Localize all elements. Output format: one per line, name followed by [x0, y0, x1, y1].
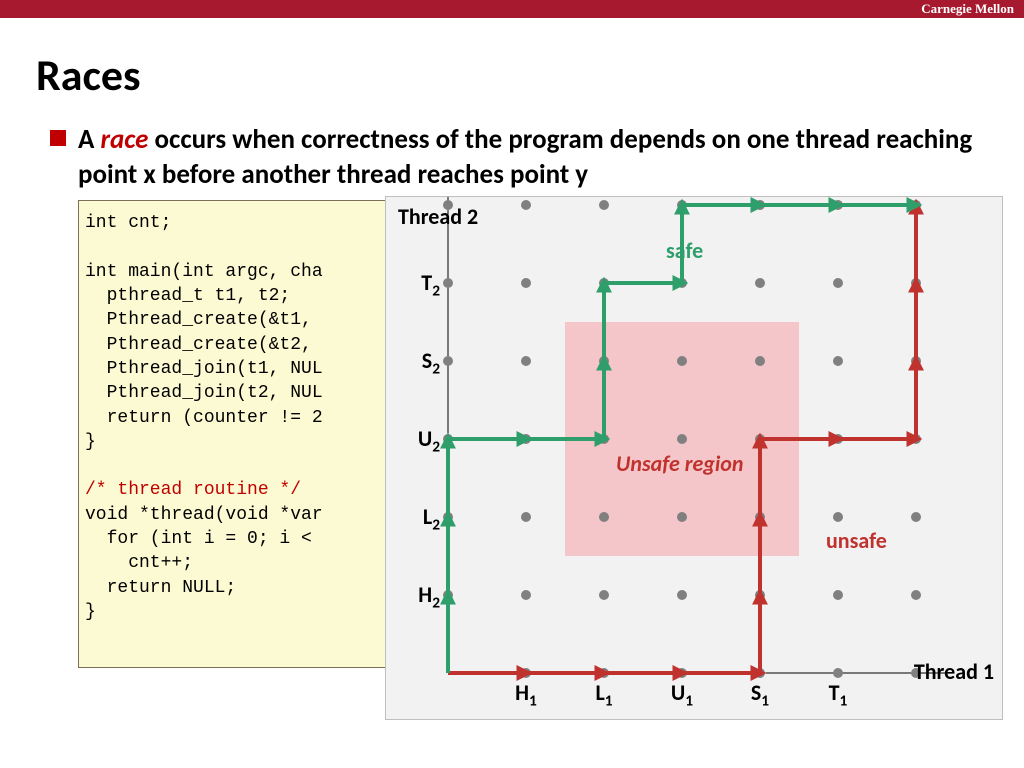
y-tick: S2 — [400, 347, 440, 378]
y-tick: T2 — [400, 269, 440, 300]
x-tick: H1 — [506, 679, 546, 710]
x-axis-label: Thread 1 — [914, 658, 994, 685]
bullet-marker — [50, 130, 66, 146]
bullet-rest: occurs when correctness of the program d… — [78, 123, 972, 191]
x-tick: U1 — [662, 679, 702, 710]
brand-text: Carnegie Mellon — [921, 1, 1014, 16]
y-tick: L2 — [400, 503, 440, 534]
unsafe-region-label: Unsafe region — [616, 450, 744, 477]
bullet-item: A race occurs when correctness of the pr… — [50, 122, 984, 192]
code-box: int cnt; int main(int argc, cha pthread_… — [78, 200, 388, 668]
x-tick: L1 — [584, 679, 624, 710]
x-tick: T1 — [818, 679, 858, 710]
slide-title: Races — [36, 48, 1024, 102]
header-bar: Carnegie Mellon — [0, 0, 1024, 18]
y-tick: U2 — [400, 425, 440, 456]
unsafe-label: unsafe — [826, 527, 887, 554]
bullet-em: race — [100, 123, 148, 156]
safe-label: safe — [666, 237, 703, 264]
y-tick: H2 — [400, 581, 440, 612]
bullet-text: A race occurs when correctness of the pr… — [78, 122, 984, 192]
bullet-prefix: A — [78, 123, 100, 156]
x-tick: S1 — [740, 679, 780, 710]
progress-graph: Thread 2 Thread 1 safe unsafe Unsafe reg… — [385, 196, 1003, 720]
